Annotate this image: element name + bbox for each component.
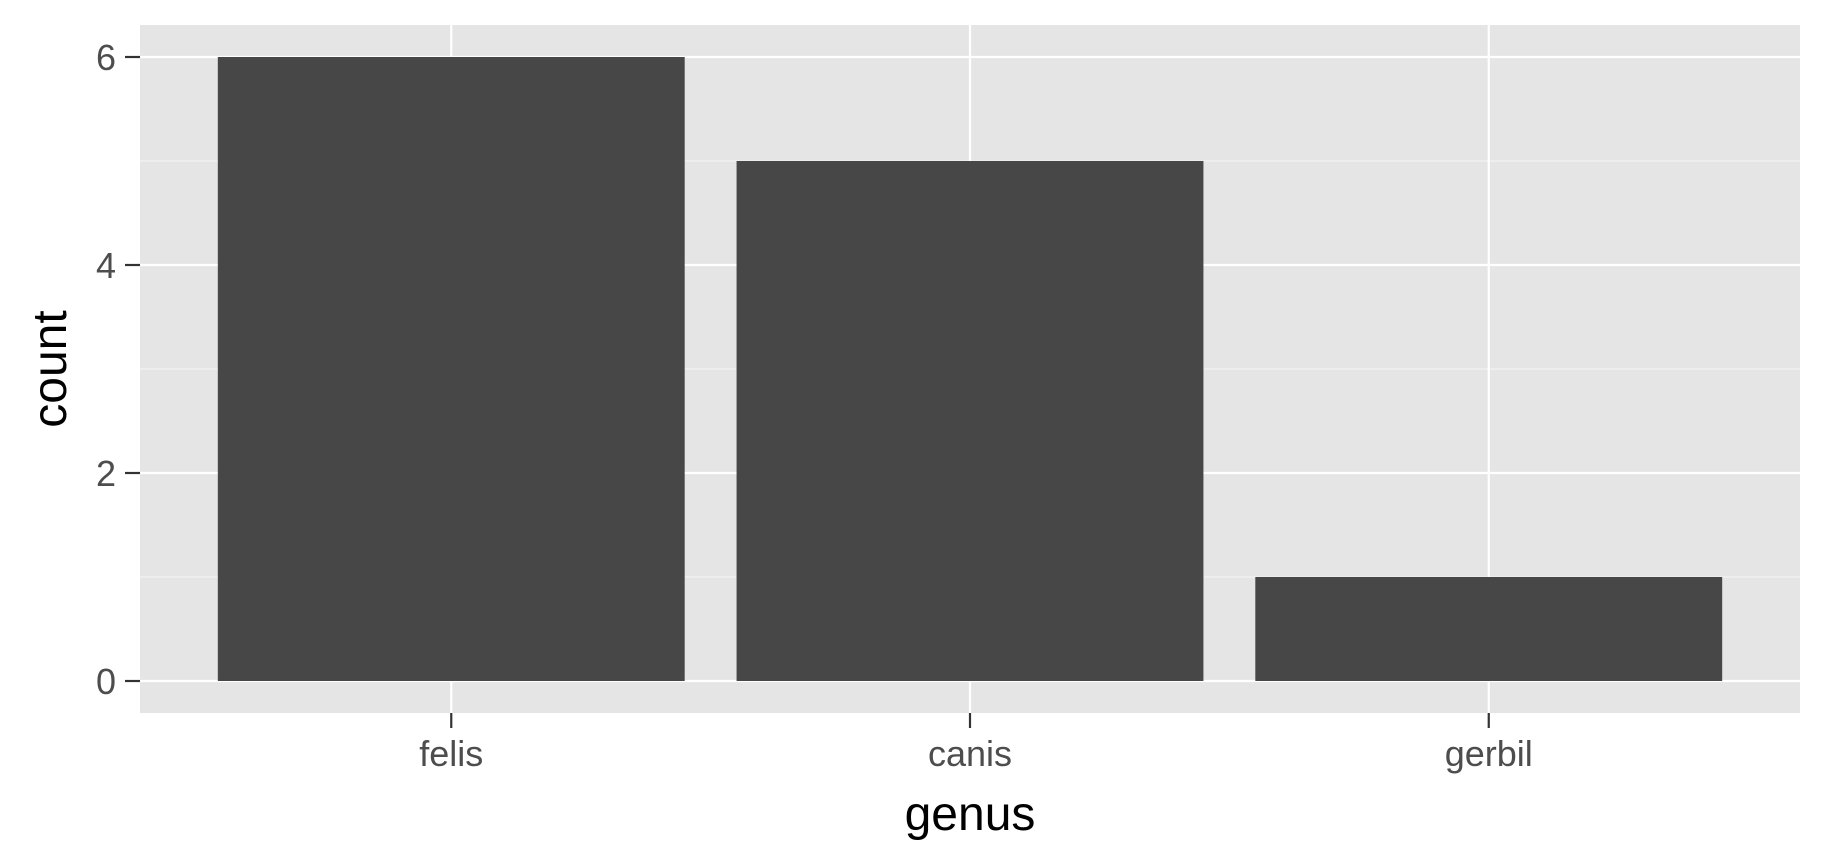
x-tick-label: gerbil	[1445, 733, 1533, 774]
x-axis-ticks: felis canis gerbil	[419, 713, 1533, 774]
y-tick-label: 0	[96, 661, 116, 702]
y-tick-label: 6	[96, 37, 116, 78]
y-axis-title: count	[24, 310, 77, 427]
x-axis-title: genus	[905, 788, 1036, 841]
bar-canis	[736, 161, 1204, 681]
x-tick-label: canis	[928, 733, 1012, 774]
bar-gerbil	[1255, 577, 1723, 681]
bars	[217, 57, 1723, 681]
y-tick-label: 2	[96, 453, 116, 494]
x-tick-label: felis	[419, 733, 483, 774]
bar-felis	[217, 57, 685, 681]
y-axis-ticks: 0 2 4 6	[96, 37, 140, 702]
y-tick-label: 4	[96, 245, 116, 286]
